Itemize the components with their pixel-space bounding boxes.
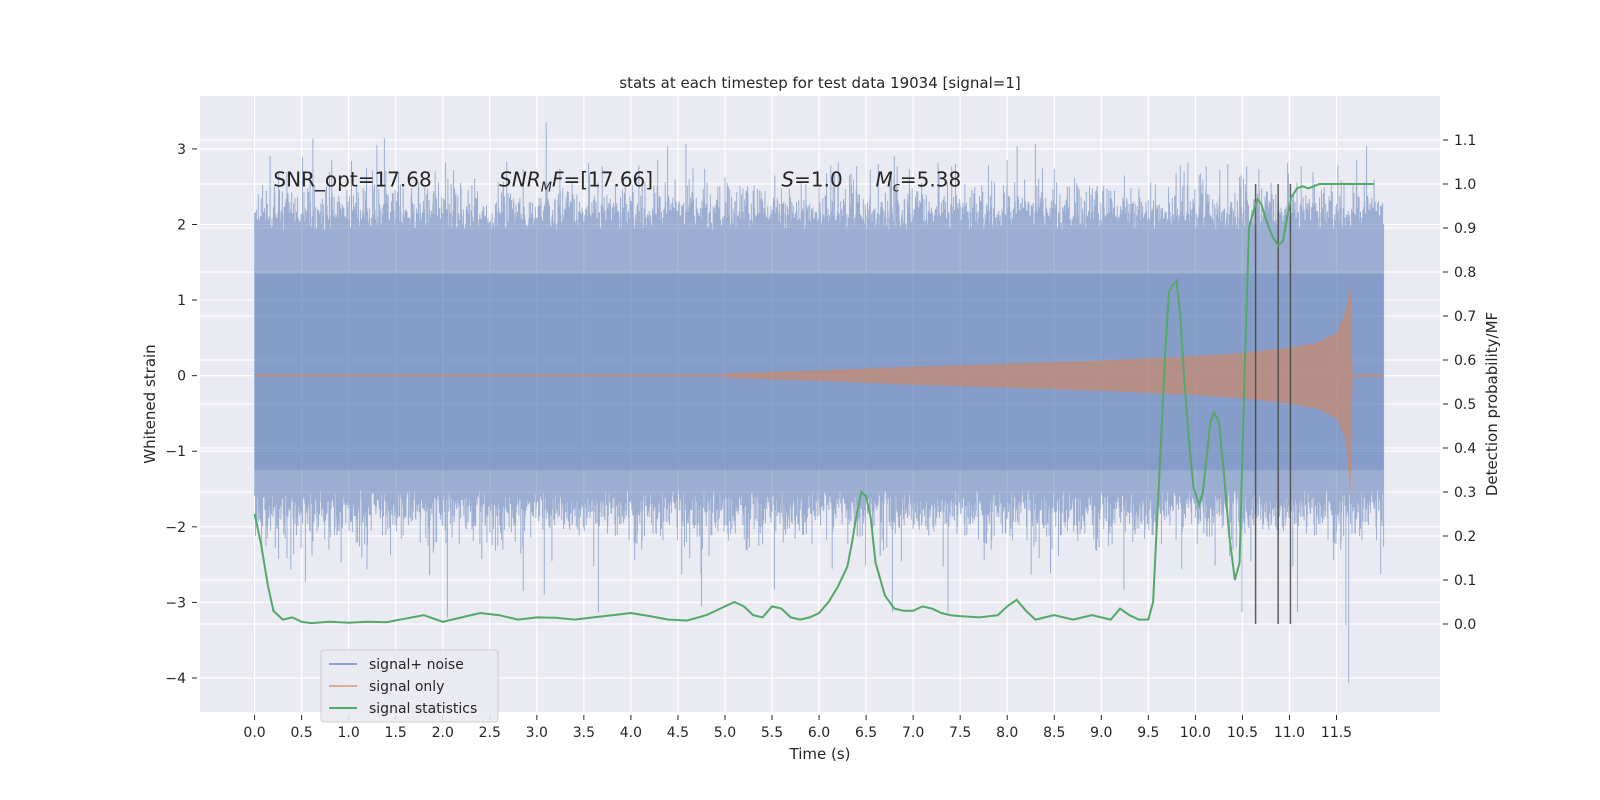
x-tick-label: 5.0 (714, 725, 736, 741)
y-right-tick-label: 1.1 (1454, 133, 1476, 149)
y-left-tick-label: 2 (177, 217, 186, 233)
axes: 0.0 0.5 1.0 1.5 2.0 2.5 3.0 3.5 4.0 4.5 5.0 5.5 6.0 6… (165, 133, 1476, 741)
x-tick-label: 5.5 (761, 725, 783, 741)
x-tick-label: 6.0 (808, 725, 830, 741)
x-tick-label: 2.5 (479, 725, 501, 741)
y-right-tick-label: 0.5 (1454, 397, 1476, 413)
y-right-tick-label: 0.7 (1454, 309, 1476, 325)
annotations: SNR_opt=17.68 SNRMF=[17.66] S=1.0 Mc=5.38 (273, 168, 961, 196)
annotation: Mc=5.38 (876, 168, 962, 196)
legend: signal+ noise signal only signal statistic… (320, 649, 499, 723)
x-tick-label: 4.5 (667, 725, 689, 741)
x-tick-label: 8.0 (996, 725, 1018, 741)
y-right-tick-label: 1.0 (1454, 177, 1476, 193)
x-axis-label: Time (s) (789, 745, 851, 763)
annotation: SNR_opt=17.68 (273, 168, 431, 192)
chart-title: stats at each timestep for test data 190… (619, 74, 1020, 92)
y-left-tick-label: −2 (165, 520, 186, 536)
x-tick-label: 8.5 (1043, 725, 1065, 741)
y-right-tick-label: 0.1 (1454, 573, 1476, 589)
series-signal-only (725, 285, 1353, 497)
legend-label: signal statistics (369, 701, 477, 717)
x-tick-label: 0.0 (243, 725, 265, 741)
y-axis-left-label: Whitened strain (141, 344, 159, 463)
annotation: SNRMF=[17.66] (499, 168, 653, 196)
x-tick-label: 1.5 (385, 725, 407, 741)
y-axis-right-label: Detection probability/MF (1483, 312, 1501, 496)
x-tick-label: 3.0 (526, 725, 548, 741)
legend-label: signal+ noise (369, 657, 464, 673)
x-tick-label: 7.0 (902, 725, 924, 741)
legend-label: signal only (369, 679, 444, 695)
x-tick-label: 6.5 (855, 725, 877, 741)
x-tick-label: 11.0 (1274, 725, 1305, 741)
y-right-tick-label: 0.6 (1454, 353, 1476, 369)
x-tick-label: 1.0 (338, 725, 360, 741)
y-left-tick-label: −1 (165, 444, 186, 460)
y-right-tick-label: 0.3 (1454, 485, 1476, 501)
x-tick-label: 2.0 (432, 725, 454, 741)
series-signal-statistics (253, 183, 1375, 625)
legend-box (320, 649, 499, 723)
x-tick-label: 10.0 (1180, 725, 1211, 741)
data-layer (253, 122, 1385, 684)
x-tick-label: 4.0 (620, 725, 642, 741)
y-left-tick-label: 0 (177, 369, 186, 385)
x-tick-label: 9.5 (1137, 725, 1159, 741)
x-tick-label: 10.5 (1227, 725, 1258, 741)
y-left-tick-label: −4 (165, 671, 186, 687)
x-tick-label: 0.5 (290, 725, 312, 741)
y-right-tick-label: 0.2 (1454, 529, 1476, 545)
y-left-tick-label: 3 (177, 142, 186, 158)
y-left-tick-label: 1 (177, 293, 186, 309)
y-right-tick-label: 0.9 (1454, 221, 1476, 237)
annotation: S=1.0 (781, 168, 842, 192)
y-left-tick-label: −3 (165, 595, 186, 611)
x-tick-label: 11.5 (1321, 725, 1352, 741)
x-tick-label: 9.0 (1090, 725, 1112, 741)
y-right-tick-label: 0.4 (1454, 441, 1476, 457)
y-right-tick-label: 0.8 (1454, 265, 1476, 281)
y-right-tick-label: 0.0 (1454, 617, 1476, 633)
x-tick-label: 7.5 (949, 725, 971, 741)
x-tick-label: 3.5 (573, 725, 595, 741)
